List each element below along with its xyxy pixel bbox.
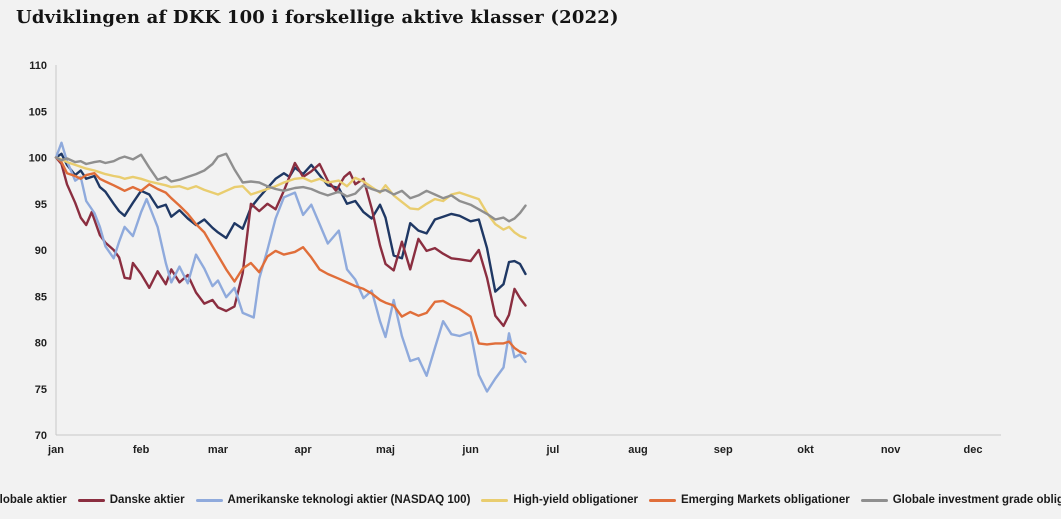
chart-legend: Globale aktier Danske aktier Amerikanske t… bbox=[0, 494, 1061, 506]
x-tick-label-sep: sep bbox=[714, 444, 733, 456]
y-tick-label: 110 bbox=[29, 60, 47, 72]
legend-item: High-yield obligationer bbox=[481, 494, 638, 506]
legend-label: Globale aktier bbox=[0, 494, 67, 506]
legend-item: Danske aktier bbox=[77, 494, 185, 506]
legend-label: Danske aktier bbox=[109, 494, 185, 506]
legend-item: Emerging Markets obligationer bbox=[649, 494, 850, 506]
series-line-danske-aktier bbox=[54, 156, 527, 328]
legend-swatch bbox=[77, 498, 105, 502]
legend-label: Globale investment grade obligationer bbox=[892, 494, 1061, 506]
x-tick-label-apr: apr bbox=[295, 444, 313, 456]
legend-swatch bbox=[860, 498, 888, 502]
x-tick-label-jan: jan bbox=[47, 444, 64, 456]
series-line-globale-investment-grade-obligationer bbox=[54, 152, 527, 223]
series-line-globale-aktier bbox=[54, 152, 527, 293]
y-tick-label: 80 bbox=[35, 338, 47, 350]
x-tick-label-feb: feb bbox=[133, 444, 150, 456]
legend-item: Globale aktier bbox=[0, 494, 67, 506]
x-tick-label-jul: jul bbox=[545, 444, 559, 456]
series-line-emerging-markets-obligationer bbox=[54, 156, 527, 355]
legend-item: Globale investment grade obligationer bbox=[860, 494, 1061, 506]
y-tick-label: 95 bbox=[35, 199, 47, 211]
legend-item: Amerikanske teknologi aktier (NASDAQ 100… bbox=[195, 494, 471, 506]
chart-title: Udviklingen af DKK 100 i forskellige akt… bbox=[16, 7, 619, 28]
y-tick-label: 100 bbox=[29, 153, 47, 165]
y-tick-label: 105 bbox=[29, 106, 47, 118]
y-tick-label: 70 bbox=[35, 430, 47, 442]
y-tick-label: 90 bbox=[35, 245, 47, 257]
y-tick-label: 85 bbox=[35, 291, 47, 303]
y-tick-label: 75 bbox=[35, 384, 47, 396]
x-tick-label-jun: jun bbox=[461, 444, 479, 456]
legend-label: High-yield obligationer bbox=[513, 494, 638, 506]
x-tick-label-maj: maj bbox=[376, 444, 395, 456]
series-line-amerikanske-teknologi-aktier-nasdaq-100 bbox=[54, 141, 527, 393]
x-tick-label-mar: mar bbox=[208, 444, 229, 456]
legend-swatch bbox=[195, 498, 223, 502]
legend-swatch bbox=[649, 498, 676, 502]
x-tick-label-dec: dec bbox=[964, 444, 983, 456]
legend-label: Emerging Markets obligationer bbox=[681, 494, 850, 506]
x-tick-label-nov: nov bbox=[881, 444, 901, 456]
legend-swatch bbox=[481, 498, 509, 502]
legend-label: Amerikanske teknologi aktier (NASDAQ 100… bbox=[227, 494, 471, 506]
x-tick-label-aug: aug bbox=[628, 444, 648, 456]
x-tick-label-okt: okt bbox=[797, 444, 814, 456]
